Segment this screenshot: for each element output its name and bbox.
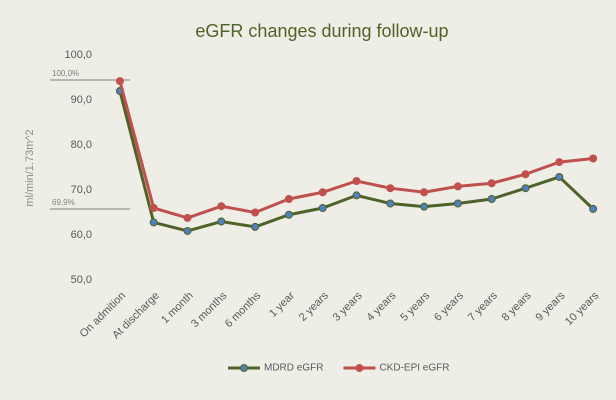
- point: [217, 202, 226, 211]
- x-tick-label: 1 year: [267, 289, 297, 319]
- point: [251, 208, 260, 217]
- point: [284, 195, 293, 203]
- point: [453, 199, 462, 208]
- point: [453, 182, 462, 191]
- legend-marker: [355, 364, 364, 372]
- point: [420, 202, 429, 211]
- y-tick-label: 80,0: [71, 139, 92, 151]
- x-tick-label: 6 years: [432, 289, 466, 323]
- point: [521, 184, 530, 193]
- y-tick-label: 90,0: [71, 94, 92, 106]
- x-tick-label: 4 years: [364, 289, 398, 323]
- point: [521, 170, 530, 179]
- x-tick-label: 3 months: [189, 289, 230, 330]
- point: [149, 204, 158, 212]
- point: [352, 177, 361, 185]
- point: [487, 195, 496, 203]
- point: [352, 191, 361, 200]
- x-tick-label: 7 years: [466, 289, 500, 323]
- point: [115, 77, 124, 86]
- y-tick-label: 100,0: [64, 49, 92, 61]
- x-tick-label: 5 years: [398, 289, 432, 323]
- x-tick-label: 8 years: [500, 289, 534, 323]
- legend-label: CKD-EPI eGFR: [379, 363, 449, 374]
- annotation: 69,9%: [52, 198, 75, 207]
- point: [149, 218, 158, 227]
- x-tick-label: 10 years: [563, 289, 602, 328]
- legend-marker: [240, 364, 248, 372]
- point: [420, 188, 429, 197]
- point: [386, 199, 395, 208]
- chart-title: eGFR changes during follow-up: [195, 21, 448, 41]
- point: [555, 158, 564, 167]
- y-tick-label: 70,0: [71, 184, 92, 196]
- legend-label: MDRD eGFR: [264, 363, 323, 374]
- point: [318, 204, 327, 212]
- y-tick-label: 60,0: [71, 229, 92, 241]
- y-tick-label: 50,0: [71, 274, 92, 286]
- x-tick-label: 6 months: [223, 289, 264, 330]
- point: [555, 172, 564, 181]
- x-tick-label: 3 years: [331, 289, 365, 323]
- x-tick-label: 2 years: [297, 289, 331, 323]
- y-axis-label: ml/min/1.73m^2: [24, 129, 36, 206]
- point: [487, 179, 496, 188]
- point: [217, 217, 226, 226]
- point: [589, 154, 598, 163]
- point: [183, 226, 192, 235]
- point: [183, 213, 192, 222]
- point: [284, 210, 293, 219]
- series-line: [118, 90, 595, 233]
- point: [251, 222, 260, 231]
- point: [386, 184, 395, 193]
- point: [318, 188, 327, 197]
- annotation: 100,0%: [52, 69, 79, 78]
- point: [589, 204, 598, 213]
